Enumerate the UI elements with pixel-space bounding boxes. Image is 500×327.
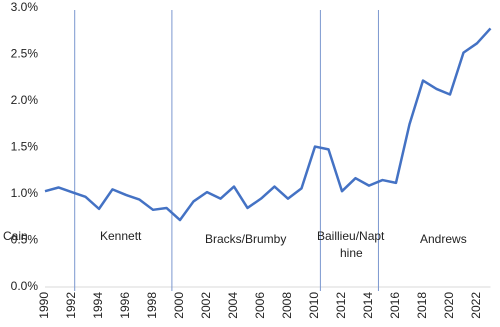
x-tick-label: 1998 xyxy=(145,292,159,319)
x-tick-label: 2018 xyxy=(415,292,429,319)
x-tick-label: 1990 xyxy=(37,292,51,319)
x-tick-label: 2020 xyxy=(442,292,456,319)
annotation: Kennett xyxy=(100,229,142,243)
x-tick-label: 1992 xyxy=(64,292,78,319)
y-tick-label: 2.5% xyxy=(11,47,39,61)
y-tick-label: 0.5% xyxy=(11,233,39,247)
annotation: Baillieu/Napt xyxy=(317,229,385,243)
x-tick-label: 2012 xyxy=(334,292,348,319)
x-tick-label: 2006 xyxy=(253,292,267,319)
annotation: Bracks/Brumby xyxy=(205,232,286,246)
x-tick-label: 2022 xyxy=(469,292,483,319)
y-tick-label: 2.0% xyxy=(11,93,39,107)
y-tick-label: 3.0% xyxy=(11,0,39,14)
annotation: Cain xyxy=(3,229,28,243)
x-tick-label: 2016 xyxy=(388,292,402,319)
x-tick-label: 1996 xyxy=(118,292,132,319)
x-tick-label: 2000 xyxy=(172,292,186,319)
x-tick-label: 2010 xyxy=(307,292,321,319)
x-tick-label: 2004 xyxy=(226,292,240,319)
x-tick-label: 2002 xyxy=(199,292,213,319)
y-tick-label: 1.0% xyxy=(11,186,39,200)
x-tick-label: 2014 xyxy=(361,292,375,319)
y-tick-label: 1.5% xyxy=(11,140,39,154)
data-line xyxy=(44,27,492,222)
y-tick-label: 0.0% xyxy=(11,279,39,293)
x-tick-label: 1994 xyxy=(91,292,105,319)
annotation: hine xyxy=(340,246,363,260)
x-tick-label: 2008 xyxy=(280,292,294,319)
annotation: Andrews xyxy=(420,232,467,246)
